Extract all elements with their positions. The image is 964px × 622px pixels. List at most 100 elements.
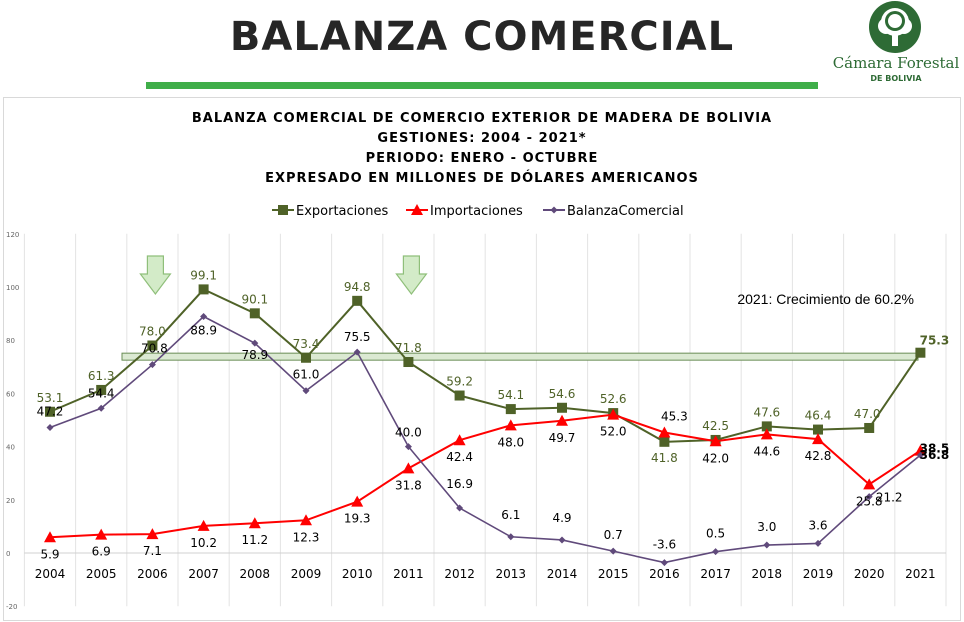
data-label-balanza: 88.9: [190, 324, 217, 338]
data-label-exportaciones: 61.3: [88, 369, 115, 383]
data-label-importaciones: 31.8: [395, 478, 422, 492]
data-point: [301, 352, 311, 363]
data-label-exportaciones: 52.6: [600, 392, 627, 406]
series-line-exportaciones: [49, 288, 922, 443]
y-tick-label: 20: [6, 497, 15, 505]
data-label-balanza: 47.2: [37, 404, 64, 418]
data-label-exportaciones: 59.2: [446, 375, 473, 389]
data-label-balanza: 3.0: [757, 520, 776, 534]
x-tick-label: 2009: [291, 567, 322, 581]
data-label-exportaciones: 42.5: [702, 419, 729, 433]
data-point: [660, 559, 668, 567]
data-point: [453, 434, 466, 446]
x-tick-label: 2007: [188, 567, 219, 581]
data-label-exportaciones: 47.6: [753, 405, 780, 419]
data-point: [456, 504, 464, 512]
data-label-exportaciones: 47.0: [854, 407, 881, 421]
data-point: [658, 426, 671, 438]
legend-marker: [550, 206, 558, 214]
data-label-exportaciones: 41.8: [651, 451, 678, 465]
data-point: [505, 404, 516, 415]
data-label-importaciones: 11.2: [241, 533, 268, 547]
data-label-importaciones: 45.3: [661, 410, 688, 424]
data-point: [814, 539, 822, 547]
data-label-balanza: 3.6: [808, 518, 827, 532]
data-point: [864, 422, 875, 433]
data-label-importaciones: 5.9: [40, 547, 59, 561]
y-tick-label: 80: [6, 337, 15, 345]
x-tick-label: 2019: [803, 567, 834, 581]
data-point: [712, 548, 720, 556]
data-point: [148, 361, 156, 369]
data-label-importaciones: 44.6: [753, 444, 780, 458]
legend-entry: Importaciones: [430, 204, 523, 219]
data-point: [402, 462, 415, 474]
x-tick-label: 2012: [444, 567, 475, 581]
data-point: [403, 357, 414, 368]
x-tick-label: 2004: [35, 567, 66, 581]
data-point: [147, 340, 158, 351]
data-label-exportaciones: 73.4: [293, 337, 320, 351]
legend-entry: BalanzaComercial: [567, 204, 684, 219]
data-label-balanza: 36.8: [920, 448, 950, 462]
x-tick-label: 2011: [393, 567, 424, 581]
chart-title-line: PERIODO: ENERO - OCTUBRE: [366, 151, 599, 166]
camara-forestal-logo: Cámara Forestal DE BOLIVIA: [832, 0, 960, 92]
data-point: [761, 421, 772, 432]
x-tick-label: 2010: [342, 567, 373, 581]
data-label-importaciones: 52.0: [600, 425, 627, 439]
legend-marker: [278, 205, 288, 215]
data-point: [609, 547, 617, 555]
tree-icon: [869, 1, 921, 53]
data-label-balanza: 75.5: [344, 330, 371, 344]
x-tick-label: 2016: [649, 567, 680, 581]
data-point: [504, 419, 517, 431]
chart-title-line: EXPRESADO EN MILLONES DE DÓLARES AMERICA…: [265, 170, 699, 186]
data-label-exportaciones: 99.1: [190, 268, 217, 282]
data-point: [763, 541, 771, 549]
data-point: [197, 519, 210, 531]
data-point: [146, 528, 159, 540]
data-label-balanza: 40.0: [395, 426, 422, 440]
data-point: [659, 436, 670, 447]
logo-name: Cámara Forestal: [832, 54, 960, 72]
data-point: [813, 424, 823, 435]
data-point: [200, 313, 208, 321]
data-label-exportaciones: 94.8: [344, 280, 371, 294]
data-label-exportaciones: 78.0: [139, 325, 166, 339]
data-label-importaciones: 38.5: [920, 442, 950, 456]
growth-annotation: 2021: Crecimiento de 60.2%: [737, 291, 914, 307]
data-point: [251, 339, 259, 347]
data-label-exportaciones: 71.8: [395, 341, 422, 355]
data-label-balanza: 54.4: [88, 386, 115, 400]
data-point: [96, 384, 107, 395]
data-label-importaciones: 42.4: [446, 450, 473, 464]
data-point: [865, 493, 873, 501]
data-point: [44, 531, 56, 543]
x-tick-label: 2005: [86, 567, 117, 581]
data-point: [248, 517, 261, 529]
data-label-balanza: 16.9: [446, 477, 473, 491]
series-line-importaciones: [49, 413, 921, 539]
data-label-balanza: 61.0: [293, 368, 320, 382]
data-point: [607, 408, 620, 420]
data-point: [46, 423, 54, 431]
x-tick-label: 2017: [700, 567, 731, 581]
data-label-exportaciones: 53.1: [37, 391, 64, 405]
down-arrow-icon: [395, 255, 428, 295]
y-tick-label: 40: [6, 444, 15, 452]
data-label-balanza: 70.8: [141, 342, 168, 356]
data-point: [914, 444, 927, 456]
data-label-exportaciones: 54.6: [549, 387, 576, 401]
legend-marker: [411, 204, 423, 215]
x-tick-label: 2006: [137, 567, 168, 581]
data-point: [915, 347, 926, 358]
data-point: [863, 478, 876, 490]
x-tick-label: 2014: [547, 567, 578, 581]
y-tick-label: 120: [6, 231, 19, 239]
data-label-importaciones: 10.2: [190, 536, 217, 550]
data-label-balanza: -3.6: [653, 538, 676, 552]
trade-balance-chart: BALANZA COMERCIAL DE COMERCIO EXTERIOR D…: [6, 111, 950, 611]
data-point: [351, 495, 364, 507]
data-point: [302, 387, 310, 395]
